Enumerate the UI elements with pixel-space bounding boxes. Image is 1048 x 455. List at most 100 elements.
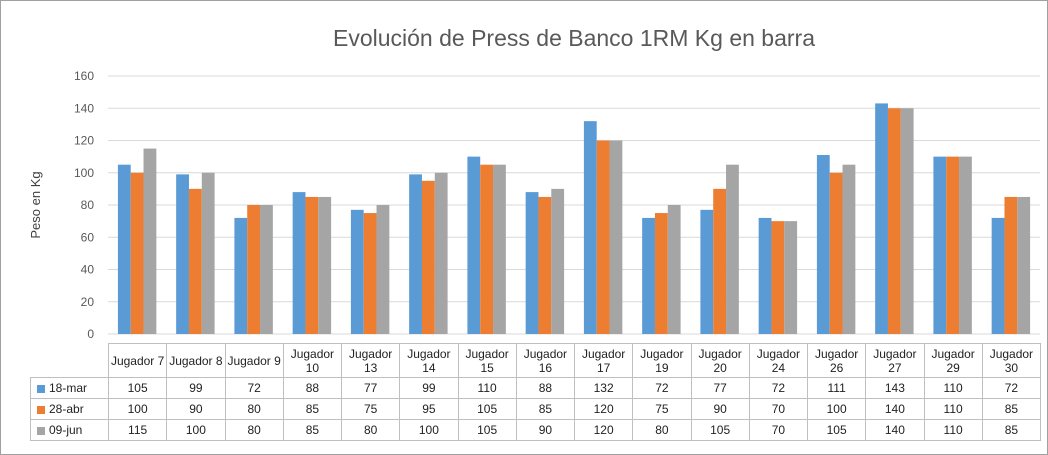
category-label: Jugador 29 <box>923 343 983 378</box>
y-tick-label: 120 <box>74 134 94 148</box>
bar <box>260 205 273 334</box>
bar <box>234 217 248 334</box>
table-value: 88 <box>515 377 576 399</box>
bar <box>143 148 157 334</box>
table-value: 111 <box>806 377 867 399</box>
table-value: 110 <box>923 377 983 399</box>
table-value: 105 <box>457 419 517 441</box>
table-value: 90 <box>166 398 226 420</box>
bar <box>784 221 798 334</box>
table-value: 77 <box>340 377 401 399</box>
table-value: 99 <box>166 377 226 399</box>
table-value: 132 <box>573 377 634 399</box>
category-label: Jugador 10 <box>282 343 343 378</box>
bar <box>959 156 972 334</box>
bar <box>376 205 390 334</box>
table-value: 80 <box>340 419 401 441</box>
table-header-row: Jugador 7 Jugador 8 Jugador 9 Jugador 10 Jug… <box>30 343 1042 378</box>
bar <box>130 172 144 334</box>
y-tick-label: 40 <box>81 263 95 277</box>
bar <box>700 209 714 334</box>
bar <box>409 174 422 334</box>
bar <box>933 156 947 334</box>
bar <box>816 155 830 334</box>
legend-label: 09-jun <box>49 423 83 437</box>
y-tick-label: 80 <box>81 198 95 212</box>
category-label: Jugador 7 <box>107 343 168 378</box>
table-value: 105 <box>690 419 750 441</box>
bar <box>596 140 610 334</box>
table-value: 100 <box>399 419 459 441</box>
bar <box>667 205 681 334</box>
category-label: Jugador 20 <box>690 343 750 378</box>
bar <box>434 172 448 334</box>
category-label: Jugador 17 <box>573 343 634 378</box>
table-value: 75 <box>632 398 692 420</box>
bar <box>583 121 597 335</box>
table-value: 72 <box>224 377 284 399</box>
table-value: 110 <box>457 377 517 399</box>
bar <box>842 164 856 334</box>
table-value: 140 <box>865 419 925 441</box>
bar <box>117 164 131 334</box>
bar <box>726 164 739 334</box>
table-value: 88 <box>282 377 343 399</box>
table-value: 72 <box>981 377 1042 399</box>
category-label: Jugador 24 <box>748 343 809 378</box>
y-tick-label: 20 <box>81 295 95 309</box>
legend-swatch <box>37 426 45 435</box>
table-value: 80 <box>224 398 284 420</box>
table-value: 105 <box>457 398 517 420</box>
table-value: 70 <box>748 398 809 420</box>
table-value: 85 <box>981 398 1042 420</box>
table-value: 72 <box>748 377 809 399</box>
bar <box>305 196 319 334</box>
table-value: 110 <box>923 398 983 420</box>
bar <box>525 192 539 334</box>
table-row: 09-jun 115 100 80 85 80 100 105 90 120 80 105 70 105 1… <box>30 419 1042 441</box>
y-axis-label: Peso en Kg <box>28 171 43 238</box>
table-value: 105 <box>107 377 168 399</box>
bar <box>350 209 364 334</box>
table-value: 85 <box>981 419 1042 441</box>
bar <box>247 205 261 334</box>
bar <box>946 156 960 334</box>
bar <box>292 192 306 334</box>
table-value: 105 <box>806 419 867 441</box>
table-value: 115 <box>107 419 168 441</box>
table-value: 80 <box>632 419 692 441</box>
table-row: 28-abr 100 90 80 85 75 95 105 85 120 75 90 70 100 140 1… <box>30 398 1042 420</box>
y-tick-label: 140 <box>74 101 94 115</box>
y-tick-label: 160 <box>74 69 94 83</box>
bar <box>188 188 202 334</box>
legend-swatch <box>37 405 45 414</box>
bar <box>1004 196 1018 334</box>
bar <box>758 217 772 334</box>
table-value: 110 <box>923 419 983 441</box>
table-value: 90 <box>690 398 750 420</box>
bar <box>900 108 914 334</box>
table-value: 77 <box>690 377 750 399</box>
table-value: 100 <box>107 398 168 420</box>
table-value: 90 <box>515 419 576 441</box>
bar <box>480 164 494 334</box>
legend-label: 28-abr <box>49 402 84 416</box>
bar <box>538 196 552 334</box>
category-label: Jugador 19 <box>632 343 692 378</box>
table-value: 85 <box>515 398 576 420</box>
y-tick-label: 0 <box>87 327 94 341</box>
bar <box>771 221 785 334</box>
category-label: Jugador 8 <box>166 343 226 378</box>
table-value: 72 <box>632 377 692 399</box>
bar <box>318 196 332 334</box>
bar <box>609 140 623 334</box>
bar <box>713 188 727 334</box>
table-value: 143 <box>865 377 925 399</box>
bar <box>1017 196 1031 334</box>
bar <box>654 213 668 334</box>
bar <box>421 180 435 334</box>
y-tick-label: 100 <box>74 166 94 180</box>
category-label: Jugador 9 <box>224 343 284 378</box>
table-corner <box>30 343 109 378</box>
